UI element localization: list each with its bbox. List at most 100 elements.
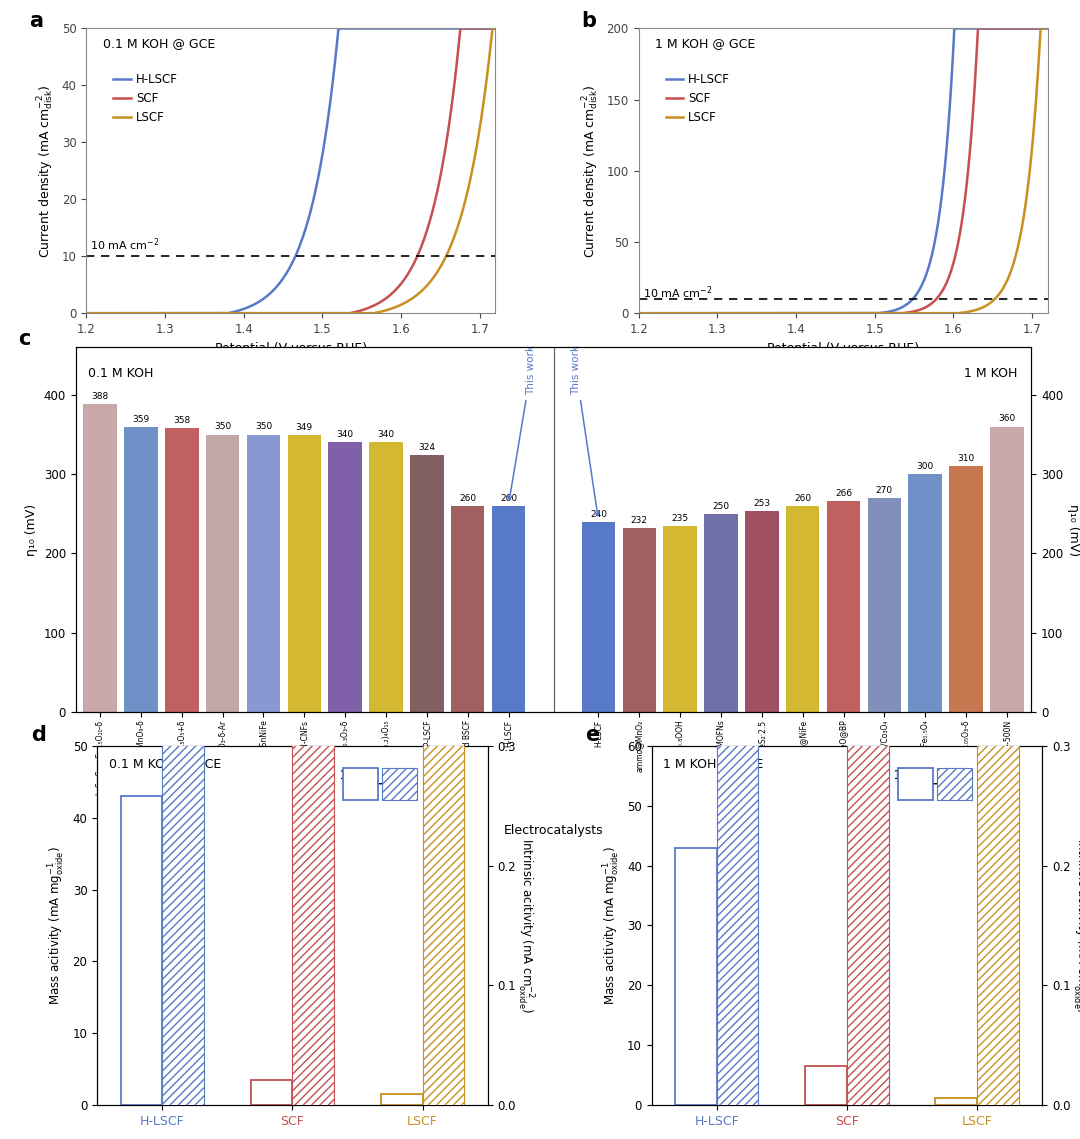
Bar <box>343 768 378 800</box>
H-LSCF <box>489 22 502 35</box>
Text: 0.1 M KOH @ GCE: 0.1 M KOH @ GCE <box>109 756 221 770</box>
LSCF <box>913 306 926 320</box>
Line: LSCF: LSCF <box>638 28 1048 313</box>
Bar <box>83 404 117 712</box>
Bar <box>897 768 933 800</box>
SCF <box>972 22 985 35</box>
LSCF <box>361 306 374 320</box>
H-LSCF <box>797 306 810 320</box>
Text: 1 M KOH @ GCE: 1 M KOH @ GCE <box>663 756 764 770</box>
SCF <box>361 302 374 316</box>
Bar <box>381 1095 422 1105</box>
Y-axis label: η₁₀ (mV): η₁₀ (mV) <box>25 503 38 556</box>
Bar <box>786 506 820 712</box>
Bar <box>251 1080 293 1105</box>
Bar <box>936 768 972 800</box>
Y-axis label: Intrinsic acitivity (mA cm$^{-2}_{\mathrm{oxide}}$): Intrinsic acitivity (mA cm$^{-2}_{\mathr… <box>1070 838 1080 1013</box>
Text: 0.1 M KOH @ GCE: 0.1 M KOH @ GCE <box>103 38 215 50</box>
Y-axis label: η₁₀ (mV): η₁₀ (mV) <box>1067 503 1080 556</box>
LSCF <box>632 306 645 320</box>
Bar <box>977 0 1018 1105</box>
Text: 350: 350 <box>255 423 272 432</box>
SCF <box>454 22 467 35</box>
LSCF <box>245 306 258 320</box>
LSCF <box>399 296 411 310</box>
H-LSCF <box>245 298 258 312</box>
LSCF <box>486 22 499 35</box>
Text: a: a <box>29 11 43 32</box>
Text: 10 mA cm$^{-2}$: 10 mA cm$^{-2}$ <box>91 236 160 253</box>
Text: 340: 340 <box>378 431 394 440</box>
H-LSCF <box>812 306 825 320</box>
LSCF <box>951 306 964 320</box>
Bar <box>121 796 162 1105</box>
Text: 1 M KOH @ GCE: 1 M KOH @ GCE <box>654 38 755 50</box>
LSCF <box>958 305 971 319</box>
SCF <box>80 306 93 320</box>
LSCF <box>674 306 687 320</box>
SCF <box>260 306 273 320</box>
Bar <box>806 1066 847 1105</box>
Bar <box>847 0 889 1105</box>
Text: 340: 340 <box>337 431 354 440</box>
Bar <box>827 501 861 712</box>
Text: 240: 240 <box>590 509 607 518</box>
Text: @ 1.49 V: @ 1.49 V <box>324 768 377 780</box>
Text: 235: 235 <box>672 514 689 523</box>
SCF <box>951 239 964 253</box>
Text: This work: This work <box>508 345 536 500</box>
SCF <box>122 306 135 320</box>
LSCF <box>812 306 825 320</box>
Line: SCF: SCF <box>638 28 1048 313</box>
Bar <box>717 0 758 1105</box>
SCF <box>913 303 926 317</box>
H-LSCF <box>959 22 972 35</box>
Text: d: d <box>31 724 45 745</box>
Legend: H-LSCF, SCF, LSCF: H-LSCF, SCF, LSCF <box>109 68 183 129</box>
Bar <box>422 0 464 1105</box>
SCF <box>632 306 645 320</box>
Y-axis label: Intrinsic acitivity (mA cm$^{-2}_{\mathrm{oxide}}$): Intrinsic acitivity (mA cm$^{-2}_{\mathr… <box>515 838 536 1013</box>
Bar <box>582 522 616 712</box>
LSCF <box>260 306 273 320</box>
Y-axis label: Current density (mA cm$^{-2}_{\mathrm{disk}}$): Current density (mA cm$^{-2}_{\mathrm{di… <box>36 84 56 257</box>
SCF <box>399 271 411 285</box>
H-LSCF <box>361 22 374 35</box>
LSCF <box>80 306 93 320</box>
Bar <box>990 427 1024 712</box>
Text: 349: 349 <box>296 424 313 432</box>
Bar <box>491 506 525 712</box>
Bar <box>663 526 697 712</box>
SCF <box>797 306 810 320</box>
H-LSCF <box>333 22 346 35</box>
LSCF <box>489 22 502 35</box>
SCF <box>674 306 687 320</box>
Text: 10 mA cm$^{-2}$: 10 mA cm$^{-2}$ <box>643 284 712 301</box>
Bar <box>165 428 199 712</box>
Bar <box>704 514 738 712</box>
LSCF <box>1035 22 1048 35</box>
Bar <box>451 506 485 712</box>
H-LSCF <box>948 22 961 35</box>
LSCF <box>122 306 135 320</box>
Bar <box>162 0 204 1105</box>
Bar <box>908 474 942 712</box>
Bar <box>382 768 417 800</box>
H-LSCF <box>407 22 420 35</box>
Line: SCF: SCF <box>86 28 496 313</box>
Text: e: e <box>585 724 599 745</box>
Bar <box>124 427 158 712</box>
Bar <box>745 511 779 712</box>
Text: 388: 388 <box>92 392 109 401</box>
Y-axis label: Mass acitivity (mA mg$^{-1}_{\mathrm{oxide}}$): Mass acitivity (mA mg$^{-1}_{\mathrm{oxi… <box>46 846 67 1005</box>
Y-axis label: Mass acitivity (mA mg$^{-1}_{\mathrm{oxide}}$): Mass acitivity (mA mg$^{-1}_{\mathrm{oxi… <box>602 846 622 1005</box>
Text: 359: 359 <box>133 416 149 424</box>
X-axis label: Electrocatalysts: Electrocatalysts <box>503 823 604 836</box>
Bar <box>206 435 240 712</box>
X-axis label: Potential (V versus RHE): Potential (V versus RHE) <box>767 342 919 354</box>
Text: 253: 253 <box>753 499 770 508</box>
Bar <box>675 847 717 1105</box>
X-axis label: Potential (V versus RHE): Potential (V versus RHE) <box>215 342 367 354</box>
Bar <box>935 1098 977 1105</box>
H-LSCF <box>260 289 273 303</box>
